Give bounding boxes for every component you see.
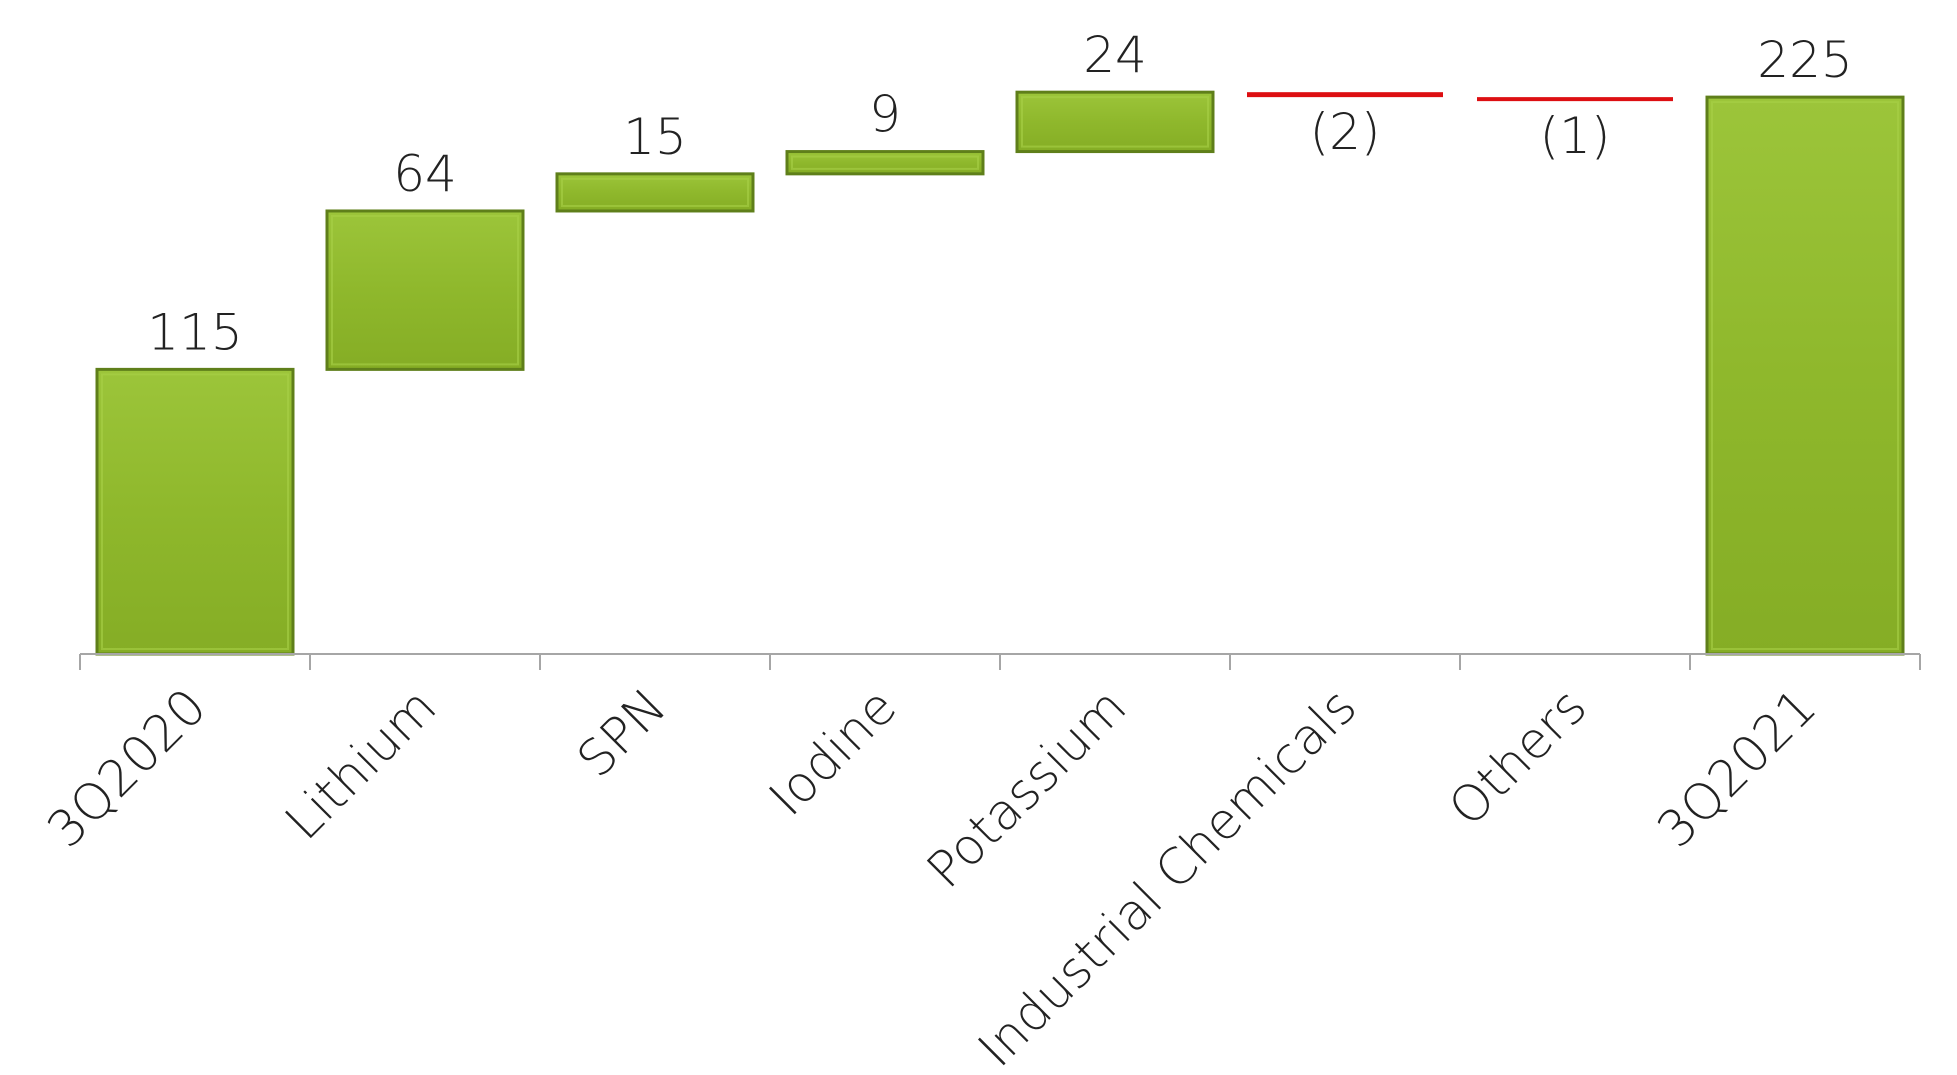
waterfall-bar-bevel [1021, 96, 1209, 148]
waterfall-bar-increase [1015, 90, 1215, 154]
waterfall-bar-total [1705, 95, 1905, 656]
value-labels: 115 64 15 9 24 (2) (1) 225 [147, 26, 1852, 361]
bar-value-label: 9 [869, 86, 901, 144]
bar-value-label: 15 [623, 108, 687, 166]
bar-value-label: 115 [147, 303, 242, 361]
waterfall-bar-bevel [791, 155, 979, 170]
bar-value-label: (1) [1540, 107, 1611, 165]
category-label: Potassium [916, 677, 1138, 899]
waterfall-bar-bevel [331, 214, 519, 366]
category-labels: 3Q2020 Lithium SPN Iodine PotassiumIndustria… [36, 677, 1827, 1075]
waterfall-bar-increase [325, 209, 525, 371]
bars-layer [95, 90, 1905, 656]
bar-value-label: 225 [1757, 31, 1852, 89]
bar-value-label: 24 [1083, 26, 1147, 84]
waterfall-bar-bevel [561, 177, 749, 207]
waterfall-bar-decrease [1247, 92, 1443, 98]
waterfall-bar-decrease [1477, 97, 1673, 102]
category-label: Lithium [274, 677, 447, 850]
waterfall-bar-bevel [1711, 101, 1899, 650]
x-axis [79, 653, 1921, 670]
waterfall-bar-total [95, 367, 295, 656]
waterfall-bar-increase [785, 150, 985, 176]
waterfall-bar-increase [555, 172, 755, 213]
category-label: Iodine [758, 677, 907, 826]
category-label: Industrial Chemicals [967, 677, 1368, 1075]
category-label: Others [1438, 677, 1598, 837]
bar-value-label: (2) [1310, 103, 1381, 161]
category-label: 3Q2020 [36, 677, 217, 858]
waterfall-bar-bevel [101, 373, 289, 650]
bar-value-label: 64 [393, 145, 457, 203]
category-label: 3Q2021 [1646, 677, 1827, 858]
category-label: SPN [566, 677, 677, 788]
